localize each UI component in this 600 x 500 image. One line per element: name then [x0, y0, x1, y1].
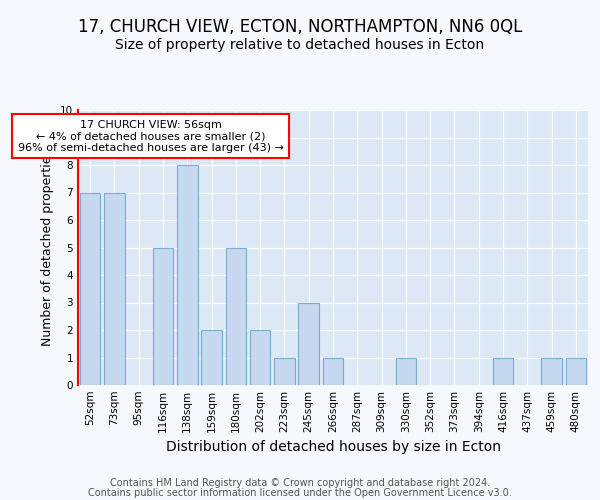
Bar: [274, 358, 295, 385]
Y-axis label: Number of detached properties: Number of detached properties: [41, 149, 55, 346]
Bar: [541, 358, 562, 385]
Bar: [226, 248, 246, 385]
Bar: [104, 192, 125, 385]
Bar: [152, 248, 173, 385]
Bar: [493, 358, 514, 385]
Bar: [298, 302, 319, 385]
Bar: [323, 358, 343, 385]
Bar: [395, 358, 416, 385]
Bar: [566, 358, 586, 385]
Text: Size of property relative to detached houses in Ecton: Size of property relative to detached ho…: [115, 38, 485, 52]
Text: Contains HM Land Registry data © Crown copyright and database right 2024.: Contains HM Land Registry data © Crown c…: [110, 478, 490, 488]
Bar: [201, 330, 222, 385]
Text: Contains public sector information licensed under the Open Government Licence v3: Contains public sector information licen…: [88, 488, 512, 498]
Bar: [177, 165, 197, 385]
Bar: [250, 330, 271, 385]
Bar: [80, 192, 100, 385]
Text: 17, CHURCH VIEW, ECTON, NORTHAMPTON, NN6 0QL: 17, CHURCH VIEW, ECTON, NORTHAMPTON, NN6…: [78, 18, 522, 36]
X-axis label: Distribution of detached houses by size in Ecton: Distribution of detached houses by size …: [166, 440, 500, 454]
Text: 17 CHURCH VIEW: 56sqm
← 4% of detached houses are smaller (2)
96% of semi-detach: 17 CHURCH VIEW: 56sqm ← 4% of detached h…: [18, 120, 284, 153]
